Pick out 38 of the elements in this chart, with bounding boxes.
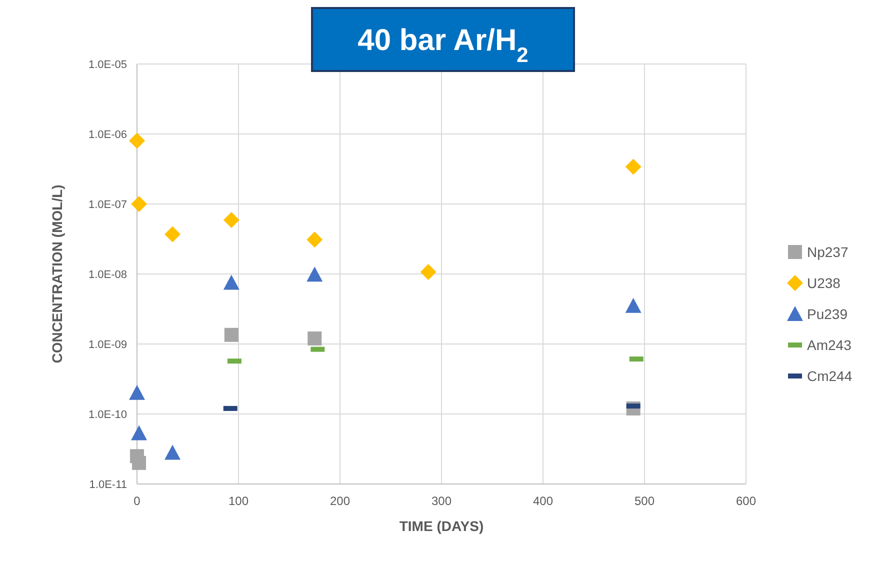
point <box>224 328 238 342</box>
point <box>625 158 642 175</box>
chart-title: 40 bar Ar/H$_{2}$ <box>358 24 528 66</box>
x-tick-label: 100 <box>228 494 249 508</box>
legend-label: Np237 <box>807 244 848 260</box>
y-tick-label: 1.0E-05 <box>88 59 127 71</box>
x-tick-label: 200 <box>330 494 350 508</box>
x-tick-label: 500 <box>634 494 655 508</box>
point <box>308 331 322 346</box>
x-axis-title: TIME (DAYS) <box>399 518 484 534</box>
legend-label: Pu239 <box>807 306 848 322</box>
x-tick-label: 0 <box>134 494 141 508</box>
point <box>164 444 181 460</box>
point <box>223 274 240 290</box>
y-tick-label: 1.0E-08 <box>88 269 127 281</box>
point <box>164 226 181 242</box>
y-tick-label: 1.0E-10 <box>88 409 127 421</box>
y-axis-title: CONCENTRATION (MOL/L) <box>49 184 65 364</box>
point <box>223 212 240 228</box>
point <box>131 196 148 212</box>
point <box>420 264 436 280</box>
y-tick-label: 1.0E-11 <box>89 479 127 491</box>
y-tick-label: 1.0E-09 <box>88 339 127 351</box>
legend-label: Cm244 <box>807 368 852 384</box>
point <box>306 266 323 282</box>
x-tick-label: 600 <box>736 494 756 508</box>
y-tick-label: 1.0E-06 <box>88 129 127 141</box>
point <box>129 132 145 149</box>
x-tick-label: 300 <box>431 494 452 508</box>
x-tick-label: 400 <box>532 494 554 508</box>
point <box>131 425 148 440</box>
point <box>625 298 642 313</box>
y-tick-label: 1.0E-07 <box>88 199 127 211</box>
legend-label: U238 <box>807 275 841 291</box>
point <box>132 456 146 470</box>
point <box>306 232 323 248</box>
point <box>129 384 145 400</box>
legend-label: Am243 <box>807 337 852 353</box>
